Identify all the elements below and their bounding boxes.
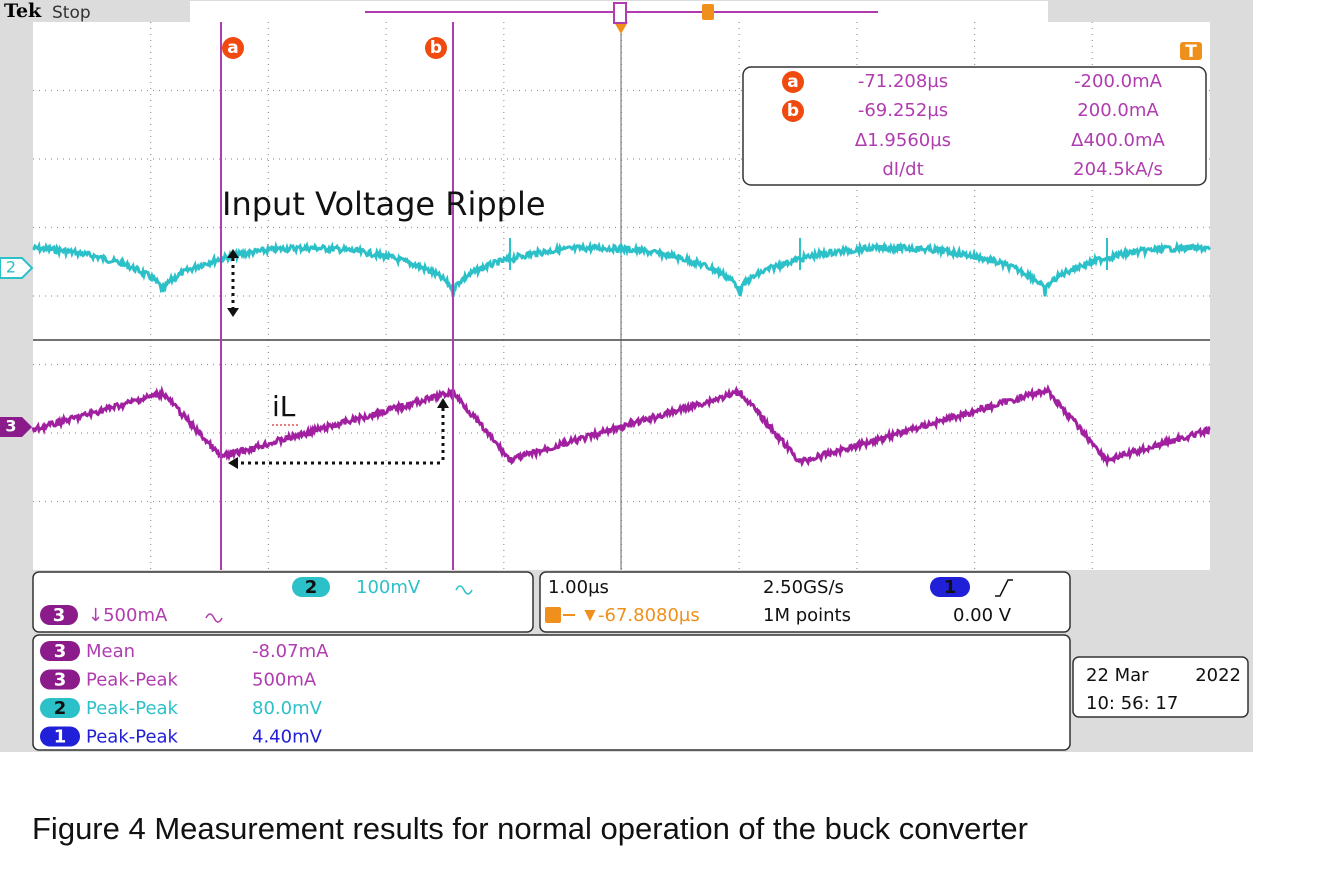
trigger-badge (1180, 42, 1202, 60)
cursor-a-label: a (227, 38, 238, 58)
ch2-scale: 100mV (356, 577, 421, 598)
ripple-annotation: Input Voltage Ripple (222, 185, 546, 223)
ch3-marker-label: 3 (5, 417, 16, 436)
meas-channel: 3 (54, 670, 67, 691)
ch3-badge-label: 3 (53, 605, 66, 626)
trigger-level: 0.00 V (953, 605, 1012, 626)
cursor-a-value: -200.0mA (1074, 71, 1163, 92)
status: Stop (52, 3, 91, 23)
meas-badge (40, 726, 80, 747)
readout-b-label: b (787, 101, 799, 121)
ch2-badge-label: 2 (305, 577, 318, 598)
trigger-pos-arrow (563, 610, 596, 622)
meas-name: Peak-Peak (86, 698, 179, 719)
cursor-b-value: 200.0mA (1077, 100, 1159, 121)
date-panel (1072, 656, 1249, 718)
readout-b-badge (782, 100, 804, 122)
ch2-badge (292, 577, 330, 597)
trigger-pos-badge (545, 607, 561, 623)
date-day: 22 Mar (1086, 665, 1149, 686)
ch3-bw-icon (205, 613, 223, 623)
cursor-a-badge (222, 37, 244, 59)
meas-channel: 2 (54, 698, 67, 719)
ch3-marker (0, 417, 32, 437)
vertical-panel (32, 571, 534, 633)
view-marker (613, 2, 627, 24)
record-length: 1M points (763, 605, 851, 626)
date-time: 10: 56: 17 (1086, 693, 1178, 714)
sample-rate: 2.50GS/s (763, 577, 844, 598)
brand: Tek (4, 0, 42, 22)
cursor-b-badge (425, 37, 447, 59)
ch2-marker-label: 2 (6, 258, 16, 277)
date-year: 2022 (1195, 665, 1241, 686)
rate-label: dI/dt (882, 159, 923, 180)
ch2-marker (0, 257, 34, 279)
trigger-record-marker (702, 4, 714, 20)
cursor-b-label: b (430, 38, 442, 58)
meas-badge (40, 669, 80, 690)
meas-value: -8.07mA (252, 641, 329, 662)
ch3-trace (31, 383, 1211, 469)
readout-a-badge (782, 71, 804, 93)
trigger-label: T (1185, 42, 1197, 62)
ch2-bw-icon (455, 585, 473, 595)
meas-channel: 3 (54, 641, 67, 662)
rate-value: 204.5kA/s (1073, 159, 1163, 180)
cursor-readout (742, 66, 1207, 186)
trigger-source-badge (930, 577, 970, 597)
cursor-b-time: -69.252µs (858, 100, 948, 121)
caption: Figure 4 Measurement results for normal … (32, 811, 1028, 846)
measurement-panel (32, 634, 1071, 751)
trigger-position: -67.8080µs (598, 605, 700, 626)
measurements: 3 Mean -8.07mA 3 Peak-Peak 500mA 2 Peak-Peak 80.… (40, 641, 329, 748)
meas-badge (40, 641, 80, 661)
current-annotation: iL (272, 390, 296, 423)
meas-name: Peak-Peak (86, 727, 179, 748)
meas-channel: 1 (54, 727, 67, 748)
trigger-marker (614, 22, 628, 34)
meas-badge (40, 698, 80, 718)
ch3-scale: ↓500mA (88, 605, 168, 626)
ch3-badge (40, 605, 78, 625)
meas-name: Mean (86, 641, 135, 662)
readout-a-label: a (787, 72, 798, 92)
delta-value: Δ400.0mA (1071, 130, 1165, 151)
meas-value: 4.40mV (252, 727, 323, 748)
cursor-a-time: -71.208µs (858, 71, 948, 92)
delta-time: Δ1.9560µs (855, 130, 951, 151)
trigger-source: 1 (944, 577, 957, 598)
meas-value: 500mA (252, 670, 317, 691)
meas-name: Peak-Peak (86, 670, 179, 691)
dimension-arrows (231, 258, 445, 465)
timebase: 1.00µs (548, 577, 609, 598)
arrow-heads (227, 249, 449, 469)
meas-value: 80.0mV (252, 698, 323, 719)
trigger-slope (995, 579, 1013, 597)
